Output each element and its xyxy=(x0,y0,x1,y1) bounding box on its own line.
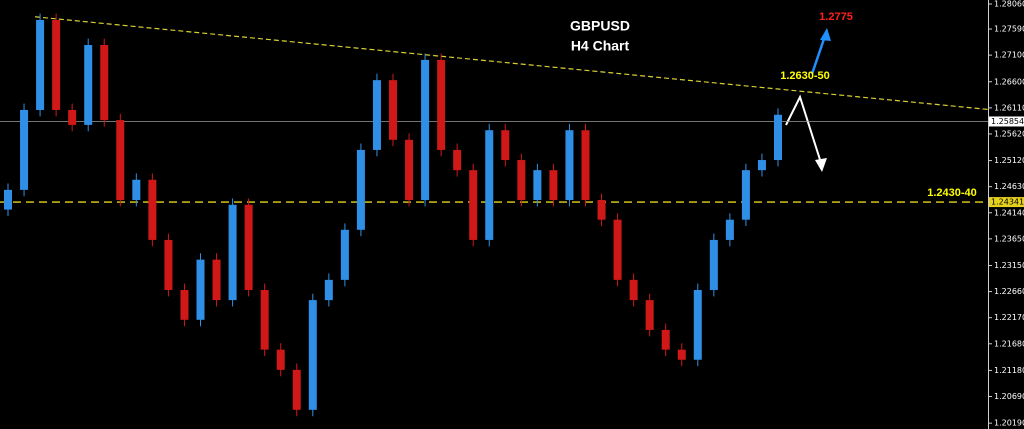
y-tick-label: 1.21180 xyxy=(994,366,1024,375)
candle-body xyxy=(629,279,638,301)
candle-body xyxy=(4,189,12,210)
white-arrow xyxy=(785,94,823,167)
candle-body xyxy=(533,170,542,200)
candle-body xyxy=(421,59,430,200)
candle-body xyxy=(677,349,686,360)
candle-body xyxy=(292,369,301,410)
candle-body xyxy=(709,239,718,290)
price-box-label: 1.24341 xyxy=(991,198,1024,207)
candle-body xyxy=(148,179,157,240)
chart-title: GBPUSD xyxy=(570,18,630,34)
blue-arrow xyxy=(810,35,827,75)
candle-body xyxy=(405,139,414,200)
y-tick-label: 1.23150 xyxy=(994,261,1024,270)
candle-body xyxy=(437,59,446,150)
y-tick-label: 1.26600 xyxy=(994,77,1024,86)
candle-body xyxy=(597,199,606,220)
candle-body xyxy=(485,130,494,240)
candle-body xyxy=(565,130,574,200)
candle-body xyxy=(389,80,397,140)
candle-body xyxy=(100,45,109,121)
candle-body xyxy=(661,329,670,350)
candle-body xyxy=(356,149,365,230)
y-tick-label: 1.28060 xyxy=(994,0,1024,8)
y-tick-label: 1.25620 xyxy=(994,129,1024,138)
arrow-head xyxy=(820,28,831,41)
y-tick-label: 1.26110 xyxy=(994,103,1024,112)
candle-body xyxy=(228,204,237,301)
candle-body xyxy=(260,289,269,350)
y-tick-label: 1.22660 xyxy=(994,287,1024,296)
arrows xyxy=(785,28,831,172)
annotation: 1.2775 xyxy=(819,11,853,23)
candle-body xyxy=(757,160,766,171)
candle-body xyxy=(693,289,702,360)
candle-body xyxy=(372,80,381,150)
candle-body xyxy=(212,259,221,301)
candle-body xyxy=(725,219,734,240)
candle-body xyxy=(645,300,654,330)
price-box-label: 1.25854 xyxy=(991,117,1024,126)
price-box xyxy=(989,116,1024,127)
y-tick-label: 1.20690 xyxy=(994,392,1024,401)
candle-body xyxy=(180,289,189,320)
y-tick-label: 1.23650 xyxy=(994,234,1024,243)
y-tick-label: 1.21680 xyxy=(994,339,1024,348)
candle-body xyxy=(469,170,478,240)
candle-body xyxy=(164,239,173,290)
candle-body xyxy=(501,130,510,161)
y-tick-label: 1.24630 xyxy=(994,182,1024,191)
candle-body xyxy=(340,229,349,280)
annotation: 1.2630-50 xyxy=(780,70,830,82)
candle-body xyxy=(196,259,205,320)
candle-body xyxy=(549,170,558,200)
candle-body xyxy=(774,114,782,161)
y-tick-label: 1.27100 xyxy=(994,51,1024,60)
candle-body xyxy=(453,149,462,171)
candle-body xyxy=(116,120,125,200)
price-box xyxy=(989,197,1024,208)
y-tick-label: 1.25120 xyxy=(994,156,1024,165)
candle-body xyxy=(244,204,253,290)
candle-body xyxy=(741,170,750,220)
candle-body xyxy=(20,109,29,190)
y-tick-label: 1.20190 xyxy=(994,419,1024,428)
candle-body xyxy=(517,160,526,200)
candle-body xyxy=(613,219,622,280)
candle-body xyxy=(308,300,317,410)
arrow-head xyxy=(815,158,827,172)
candle-body xyxy=(324,279,333,301)
candle-body xyxy=(132,179,141,200)
candle-body xyxy=(84,45,93,125)
y-tick-label: 1.27590 xyxy=(994,25,1024,34)
y-tick-label: 1.24140 xyxy=(994,208,1024,217)
candle-body xyxy=(581,130,590,200)
candle-body xyxy=(52,19,61,110)
candle-body xyxy=(68,109,77,125)
candle-body xyxy=(276,349,285,370)
candle-body xyxy=(36,19,45,110)
y-tick-label: 1.22170 xyxy=(994,313,1024,322)
chart-subtitle: H4 Chart xyxy=(571,38,630,54)
annotation: 1.2430-40 xyxy=(927,187,977,199)
